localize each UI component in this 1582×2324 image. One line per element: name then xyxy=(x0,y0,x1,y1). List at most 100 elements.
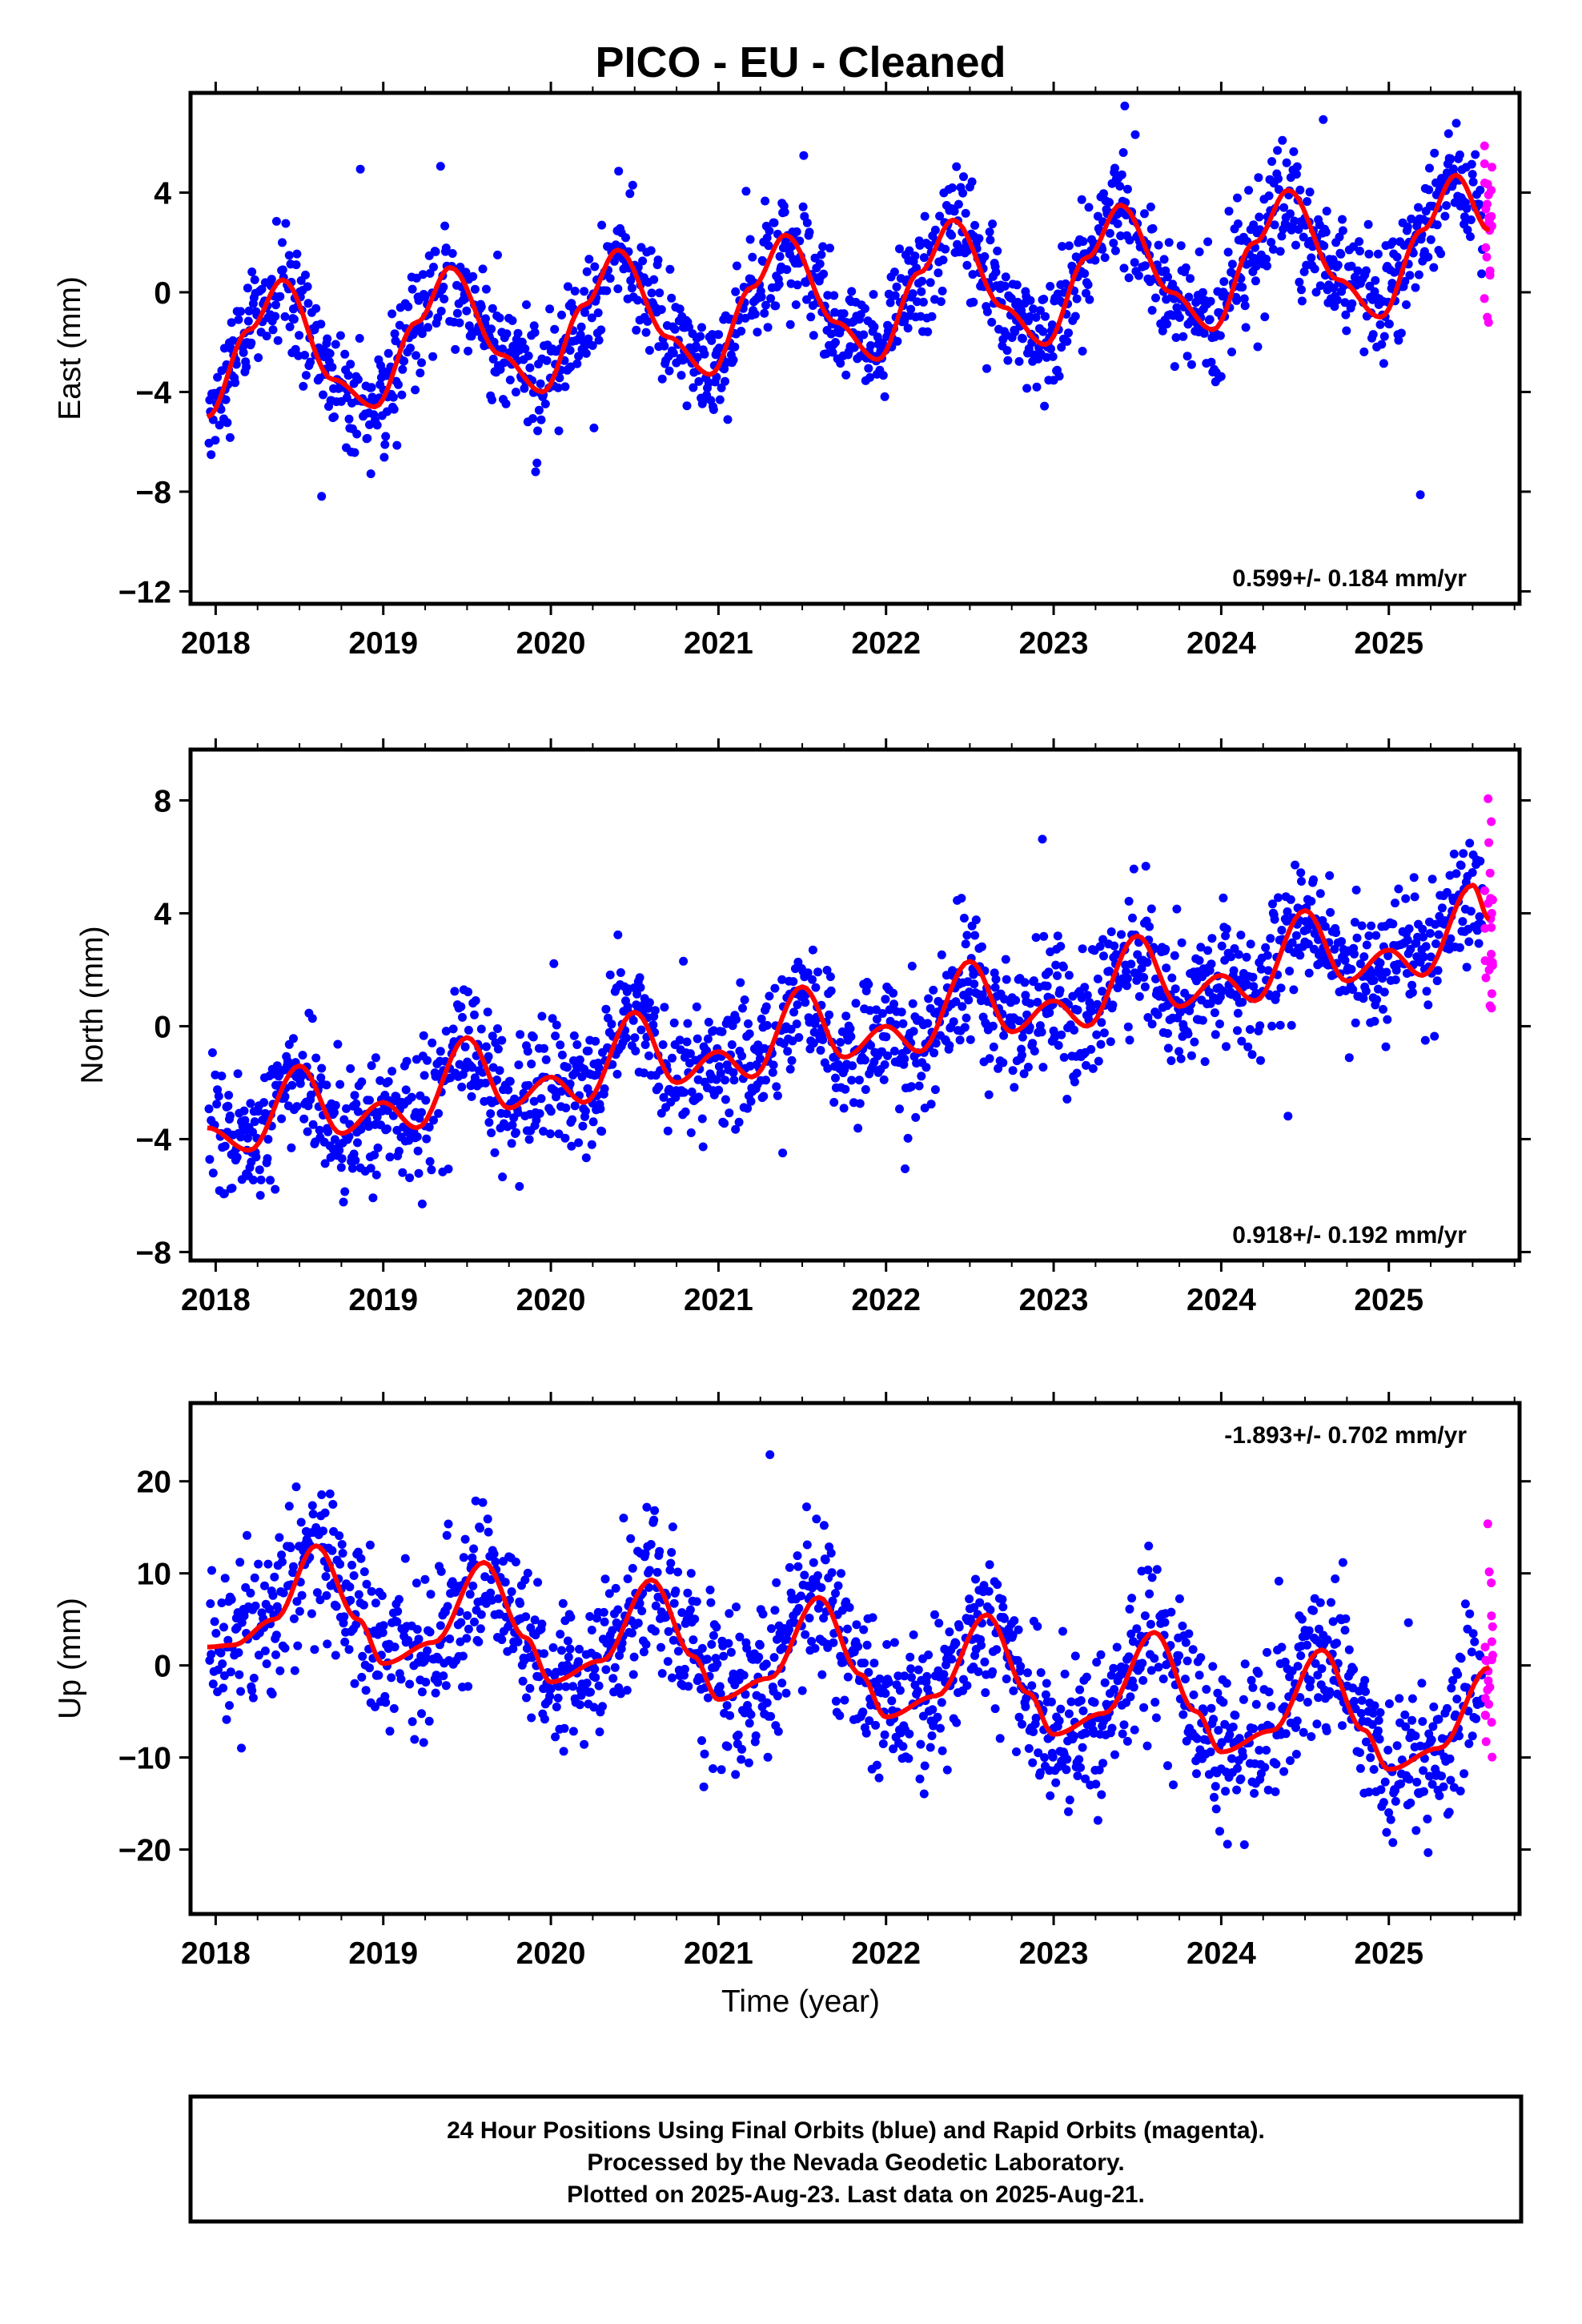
final-orbit-point xyxy=(370,1150,379,1160)
x-tick-label: 2018 xyxy=(181,1283,251,1317)
final-orbit-point xyxy=(1355,1763,1365,1773)
final-orbit-point xyxy=(280,1092,290,1101)
final-orbit-point xyxy=(580,1106,590,1116)
final-orbit-point xyxy=(628,1015,638,1025)
final-orbit-point xyxy=(266,1176,275,1185)
final-orbit-point xyxy=(587,1140,596,1149)
final-orbit-point xyxy=(1146,202,1155,211)
final-orbit-point xyxy=(1000,281,1010,291)
final-orbit-point xyxy=(1407,987,1417,997)
final-orbit-point xyxy=(444,1164,453,1174)
final-orbit-point xyxy=(861,1728,871,1738)
rapid-orbit-point xyxy=(1487,950,1496,959)
x-tick-label: 2019 xyxy=(348,1283,418,1317)
final-orbit-point xyxy=(1349,242,1359,251)
final-orbit-point xyxy=(303,282,312,292)
final-orbit-point xyxy=(1206,296,1215,306)
final-orbit-point xyxy=(1098,244,1107,254)
final-orbit-point xyxy=(897,1007,906,1017)
final-orbit-point xyxy=(563,1063,572,1072)
final-orbit-point xyxy=(350,1679,359,1688)
final-orbit-point xyxy=(609,256,619,266)
final-orbit-point xyxy=(1060,1669,1070,1679)
final-orbit-point xyxy=(1245,1025,1255,1034)
final-orbit-point xyxy=(1239,294,1249,304)
final-orbit-point xyxy=(497,1035,507,1045)
final-orbit-point xyxy=(1384,1808,1394,1817)
final-orbit-point xyxy=(757,1014,766,1023)
final-orbit-point xyxy=(368,1193,378,1203)
final-orbit-point xyxy=(988,1667,998,1676)
final-orbit-point xyxy=(901,1164,909,1173)
final-orbit-point xyxy=(1066,1697,1076,1707)
final-orbit-point xyxy=(301,371,311,380)
final-orbit-point xyxy=(319,1526,327,1536)
final-orbit-point xyxy=(540,1649,548,1659)
final-orbit-point xyxy=(848,1061,857,1071)
final-orbit-point xyxy=(959,914,969,923)
final-orbit-point xyxy=(1215,331,1225,340)
final-orbit-point xyxy=(985,1054,994,1063)
final-orbit-point xyxy=(598,1702,607,1711)
final-orbit-point xyxy=(536,1094,546,1104)
final-orbit-point xyxy=(1295,1693,1305,1703)
final-orbit-point xyxy=(1412,1777,1422,1787)
final-orbit-point xyxy=(1391,899,1399,908)
final-orbit-point xyxy=(256,1175,266,1184)
final-orbit-point xyxy=(1183,1029,1193,1039)
final-orbit-point xyxy=(1130,258,1139,267)
final-orbit-point xyxy=(1048,352,1058,361)
final-orbit-point xyxy=(755,1640,765,1650)
final-orbit-point xyxy=(533,1578,543,1587)
final-orbit-point xyxy=(729,356,738,364)
final-orbit-point xyxy=(487,1575,496,1584)
final-orbit-point xyxy=(880,1060,889,1069)
final-orbit-point xyxy=(278,265,287,275)
final-orbit-point xyxy=(423,1055,432,1065)
final-orbit-point xyxy=(493,1024,502,1033)
final-orbit-point xyxy=(700,1749,709,1759)
final-orbit-point xyxy=(351,1620,361,1629)
final-orbit-point xyxy=(849,343,859,352)
final-orbit-point xyxy=(1361,1687,1370,1696)
final-orbit-point xyxy=(936,1723,945,1733)
final-orbit-point xyxy=(649,1515,659,1525)
rapid-orbit-point xyxy=(1480,141,1489,151)
final-orbit-point xyxy=(1429,1702,1439,1711)
rapid-orbit-point xyxy=(1480,886,1489,895)
final-orbit-point xyxy=(753,328,762,337)
final-orbit-point xyxy=(777,1679,787,1688)
final-orbit-point xyxy=(615,1651,624,1660)
final-orbit-point xyxy=(1357,921,1367,931)
final-orbit-point xyxy=(214,1092,223,1101)
final-orbit-point xyxy=(1196,943,1206,952)
final-orbit-point xyxy=(300,351,310,360)
final-orbit-point xyxy=(560,1133,570,1143)
final-orbit-point xyxy=(388,392,398,402)
final-orbit-point xyxy=(510,1094,520,1104)
final-orbit-point xyxy=(489,1549,499,1558)
final-orbit-point xyxy=(1159,255,1169,264)
final-orbit-point xyxy=(1207,934,1217,943)
final-orbit-point xyxy=(501,399,511,408)
final-orbit-point xyxy=(1186,274,1195,283)
final-orbit-point xyxy=(351,1156,360,1165)
final-orbit-point xyxy=(1396,328,1406,338)
final-orbit-point xyxy=(879,1075,889,1084)
final-orbit-point xyxy=(1219,1698,1228,1707)
final-orbit-point xyxy=(936,297,946,307)
final-orbit-point xyxy=(1271,1787,1280,1796)
final-orbit-point xyxy=(250,275,259,284)
final-orbit-point xyxy=(833,1581,843,1590)
final-orbit-point xyxy=(1192,1734,1202,1743)
final-orbit-point xyxy=(954,1622,964,1632)
final-orbit-point xyxy=(1051,960,1061,970)
final-orbit-point xyxy=(251,1152,261,1162)
final-orbit-point xyxy=(797,1686,807,1695)
final-orbit-point xyxy=(1232,1785,1242,1795)
final-orbit-point xyxy=(937,1698,946,1707)
final-orbit-point xyxy=(401,1085,411,1095)
final-orbit-point xyxy=(317,492,327,501)
final-orbit-point xyxy=(970,931,980,940)
final-orbit-point xyxy=(499,358,508,368)
